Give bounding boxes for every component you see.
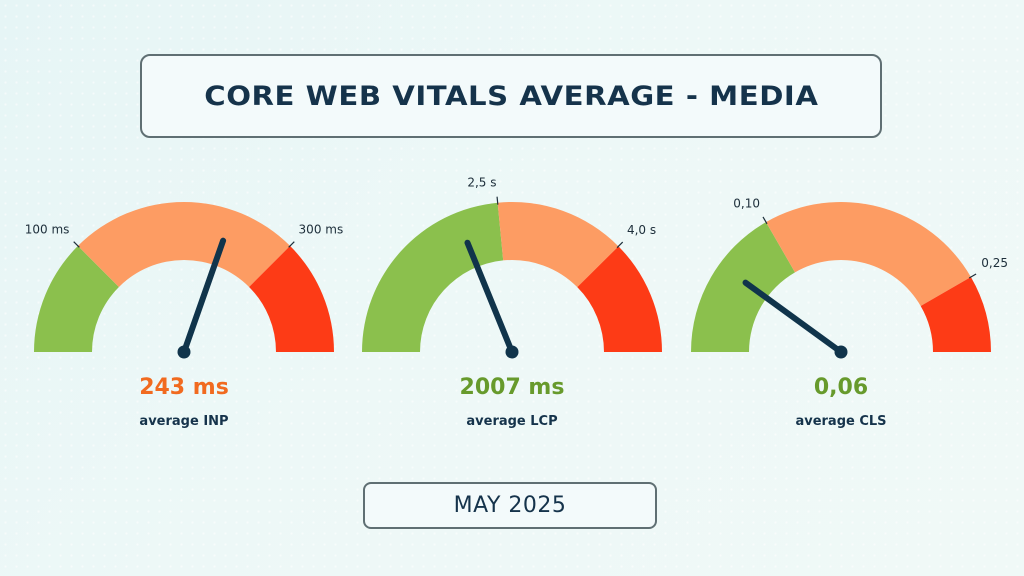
threshold-tick [616,241,624,249]
threshold-label: 2,5 s [467,176,496,190]
gauge-metric-label: average INP [139,414,228,429]
gauge-band-poor [249,245,334,352]
threshold-tick [496,196,499,205]
title-banner: CORE WEB VITALS AVERAGE - MEDIA [140,54,882,138]
threshold-label: 0,10 [733,197,760,211]
gauge-band-poor [577,246,662,352]
gauge-needle [464,239,515,355]
gauge-cls: 0,10 0,25 0,06 average CLS [691,197,1008,429]
gauge-band-good [34,245,119,352]
gauge-inp: 100 ms 300 ms 243 ms average INP [25,202,343,429]
gauge-needle-hub [834,345,848,359]
gauge-needle [742,279,844,355]
threshold-tick [73,241,80,248]
gauge-value: 2007 ms [460,375,565,400]
gauge-value: 0,06 [814,375,868,400]
threshold-label: 300 ms [299,222,344,236]
gauge-band-good [691,222,795,352]
gauge-band-needs-improvement [766,202,971,306]
threshold-tick [762,216,768,225]
gauge-metric-label: average LCP [466,414,557,429]
threshold-tick [968,273,977,279]
gauge-needle-hub [177,345,191,359]
threshold-tick [288,241,295,248]
gauge-band-needs-improvement [77,202,291,287]
gauge-needle [181,237,227,355]
threshold-label: 100 ms [25,222,70,236]
page-title: CORE WEB VITALS AVERAGE - MEDIA [203,80,819,112]
threshold-label: 4,0 s [627,223,656,237]
gauge-needle-hub [505,345,519,359]
gauge-band-poor [920,277,991,352]
gauge-metric-label: average CLS [795,414,886,429]
gauge-value: 243 ms [139,375,229,400]
period-label: MAY 2025 [453,493,567,518]
gauge-band-needs-improvement [497,201,619,288]
gauge-lcp: 2,5 s 4,0 s 2007 ms average LCP [362,176,662,429]
threshold-label: 0,25 [981,256,1008,270]
period-banner: MAY 2025 [363,482,657,529]
